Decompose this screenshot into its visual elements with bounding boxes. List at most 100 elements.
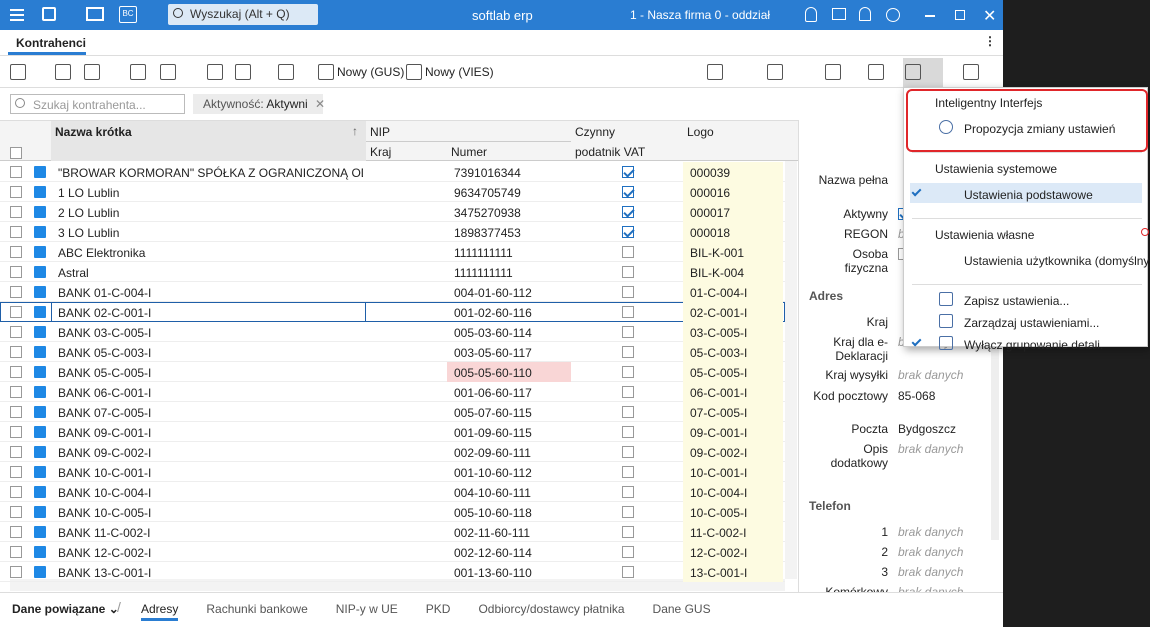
bottom-tab[interactable]: Odbiorcy/dostawcy płatnika (478, 602, 624, 616)
filter-chip[interactable]: Aktywność: Aktywni ✕ (193, 94, 323, 114)
bottom-tab[interactable]: Dane GUS (653, 602, 711, 616)
toolbar-icon[interactable] (130, 64, 146, 80)
bottom-tab[interactable]: Rachunki bankowe (206, 602, 307, 616)
close[interactable]: ✕ (983, 6, 996, 26)
row-icon (34, 386, 46, 398)
row-checkbox[interactable] (10, 286, 22, 298)
toolbar-icon[interactable] (707, 64, 723, 80)
name-cell: BANK 05-C-005-I (58, 366, 363, 380)
help-icon[interactable] (886, 8, 900, 22)
row-checkbox[interactable] (10, 386, 22, 398)
field-value: brak danych (898, 442, 963, 456)
toolbar-icon[interactable] (278, 64, 294, 80)
row-checkbox[interactable] (10, 526, 22, 538)
new-vies-button[interactable]: Nowy (VIES) (425, 65, 494, 79)
row-checkbox[interactable] (10, 366, 22, 378)
row-checkbox[interactable] (10, 566, 22, 578)
chat-icon[interactable] (832, 8, 846, 20)
user-icon[interactable] (805, 7, 817, 22)
field-value: brak danych (898, 585, 963, 592)
bc-icon[interactable]: BC (119, 6, 137, 23)
row-checkbox[interactable] (10, 406, 22, 418)
toolbar-icon[interactable] (406, 64, 422, 80)
select-all[interactable] (10, 147, 22, 159)
vat-checkbox (622, 486, 634, 498)
row-checkbox[interactable] (10, 426, 22, 438)
toolbar-icon[interactable] (160, 64, 176, 80)
row-checkbox[interactable] (10, 306, 22, 318)
bell-icon[interactable] (859, 7, 871, 21)
more-menu[interactable]: ⋮ (984, 34, 996, 48)
new-gus-button[interactable]: Nowy (GUS) (337, 65, 404, 79)
toolbar-icon[interactable] (318, 64, 334, 80)
col-active[interactable]: Czynny (575, 125, 615, 139)
number-cell: 002-11-60-111 (454, 526, 530, 540)
global-search[interactable]: Wyszukaj (Alt + Q) (168, 4, 318, 25)
col-name[interactable]: Nazwa krótka (55, 125, 132, 139)
col-number[interactable]: Numer (451, 145, 487, 159)
home-icon[interactable] (42, 7, 56, 21)
number-cell: 001-13-60-110 (454, 566, 532, 580)
name-cell: BANK 07-C-005-I (58, 406, 363, 420)
company[interactable]: 1 - Nasza firma 0 - oddział (630, 8, 770, 22)
name-cell: BANK 13-C-001-I (58, 566, 363, 580)
bottom-tab[interactable]: PKD (426, 602, 451, 616)
row-checkbox[interactable] (10, 466, 22, 478)
name-cell: BANK 01-C-004-I (58, 286, 363, 300)
bottom-tab[interactable]: NIP-y w UE (336, 602, 398, 616)
docs-icon[interactable] (86, 7, 104, 21)
maximize[interactable] (955, 10, 965, 20)
related-data[interactable]: Dane powiązane ⌄ (12, 602, 119, 616)
logo-cell-text: 10-C-001-I (690, 466, 747, 480)
row-icon (34, 426, 46, 438)
tab-bar: Kontrahenci ⋮ (0, 30, 1003, 56)
number-cell: 001-09-60-115 (454, 426, 532, 440)
toolbar-icon[interactable] (868, 64, 884, 80)
vat-checkbox (622, 526, 634, 538)
row-checkbox[interactable] (10, 226, 22, 238)
row-checkbox[interactable] (10, 486, 22, 498)
row-checkbox[interactable] (10, 446, 22, 458)
number-cell: 005-10-60-118 (454, 506, 532, 520)
row-checkbox[interactable] (10, 166, 22, 178)
window: BC Wyszukaj (Alt + Q) softlab erp 1 - Na… (0, 0, 1003, 627)
menu-separator (912, 218, 1142, 219)
toolbar-icon[interactable] (825, 64, 841, 80)
row-checkbox[interactable] (10, 346, 22, 358)
row-icon (34, 286, 46, 298)
logo-cell-text: 02-C-001-I (690, 306, 747, 320)
row-checkbox[interactable] (10, 206, 22, 218)
field-label: Osoba fizyczna (809, 247, 888, 275)
vat-checkbox (622, 246, 634, 258)
toolbar-icon[interactable] (84, 64, 100, 80)
contractor-search[interactable]: Szukaj kontrahenta... (10, 94, 185, 114)
toolbar-icon[interactable] (905, 64, 921, 80)
v-scrollbar[interactable] (785, 161, 797, 579)
row-checkbox[interactable] (10, 266, 22, 278)
vat-checkbox (622, 186, 634, 198)
minimize[interactable] (925, 15, 935, 17)
toolbar-icon[interactable] (235, 64, 251, 80)
number-cell: 005-05-60-110 (454, 366, 532, 380)
toolbar-icon[interactable] (963, 64, 979, 80)
col-logo[interactable]: Logo (687, 125, 714, 139)
toolbar-icon[interactable] (10, 64, 26, 80)
menu-item-label: Wyłącz grupowanie detali. (964, 338, 1103, 352)
row-checkbox[interactable] (10, 506, 22, 518)
toolbar-icon[interactable] (207, 64, 223, 80)
col-vat[interactable]: podatnik VAT (575, 145, 645, 159)
col-nip[interactable]: NIP (370, 125, 390, 139)
bottom-tab[interactable]: Adresy (141, 602, 178, 616)
col-country[interactable]: Kraj (370, 145, 391, 159)
row-checkbox[interactable] (10, 326, 22, 338)
row-checkbox[interactable] (10, 246, 22, 258)
toolbar-icon[interactable] (55, 64, 71, 80)
tab-title[interactable]: Kontrahenci (16, 36, 86, 50)
number-cell: 9634705749 (454, 186, 521, 200)
logo-cell-text: BIL-K-004 (690, 266, 744, 280)
toolbar-icon[interactable] (767, 64, 783, 80)
menu-icon[interactable] (10, 9, 24, 11)
row-checkbox[interactable] (10, 546, 22, 558)
row-checkbox[interactable] (10, 186, 22, 198)
logo-cell-text: 000016 (690, 186, 730, 200)
